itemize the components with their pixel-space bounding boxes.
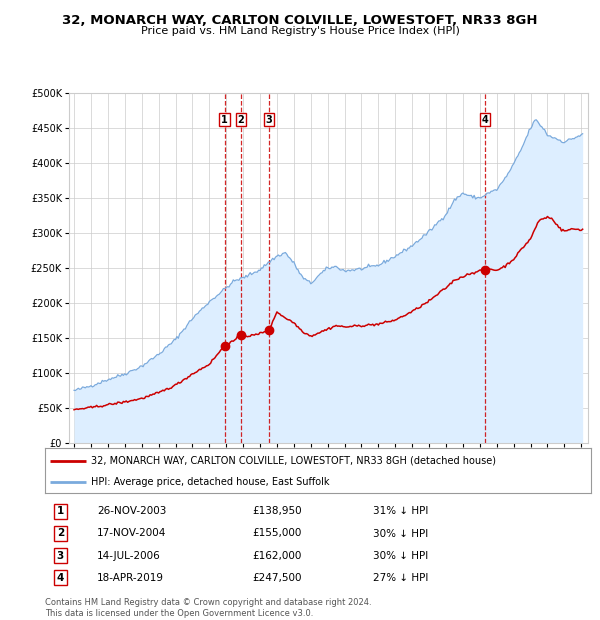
Text: £162,000: £162,000 xyxy=(253,551,302,560)
Text: 14-JUL-2006: 14-JUL-2006 xyxy=(97,551,161,560)
Text: 1: 1 xyxy=(221,115,228,125)
Text: 4: 4 xyxy=(482,115,488,125)
Text: 17-NOV-2004: 17-NOV-2004 xyxy=(97,528,166,539)
Text: 32, MONARCH WAY, CARLTON COLVILLE, LOWESTOFT, NR33 8GH: 32, MONARCH WAY, CARLTON COLVILLE, LOWES… xyxy=(62,14,538,27)
Text: £247,500: £247,500 xyxy=(253,573,302,583)
Text: 2: 2 xyxy=(238,115,244,125)
Text: Price paid vs. HM Land Registry's House Price Index (HPI): Price paid vs. HM Land Registry's House … xyxy=(140,26,460,36)
Text: 31% ↓ HPI: 31% ↓ HPI xyxy=(373,507,428,516)
Text: HPI: Average price, detached house, East Suffolk: HPI: Average price, detached house, East… xyxy=(91,477,330,487)
Text: £138,950: £138,950 xyxy=(253,507,302,516)
Text: 30% ↓ HPI: 30% ↓ HPI xyxy=(373,528,428,539)
Text: 3: 3 xyxy=(56,551,64,560)
Text: 2: 2 xyxy=(56,528,64,539)
Text: £155,000: £155,000 xyxy=(253,528,302,539)
Text: 4: 4 xyxy=(56,573,64,583)
Text: 1: 1 xyxy=(56,507,64,516)
Text: 3: 3 xyxy=(266,115,272,125)
Text: 18-APR-2019: 18-APR-2019 xyxy=(97,573,164,583)
Text: 30% ↓ HPI: 30% ↓ HPI xyxy=(373,551,428,560)
Text: This data is licensed under the Open Government Licence v3.0.: This data is licensed under the Open Gov… xyxy=(45,609,313,618)
Text: Contains HM Land Registry data © Crown copyright and database right 2024.: Contains HM Land Registry data © Crown c… xyxy=(45,598,371,607)
Text: 27% ↓ HPI: 27% ↓ HPI xyxy=(373,573,428,583)
Text: 26-NOV-2003: 26-NOV-2003 xyxy=(97,507,166,516)
Text: 32, MONARCH WAY, CARLTON COLVILLE, LOWESTOFT, NR33 8GH (detached house): 32, MONARCH WAY, CARLTON COLVILLE, LOWES… xyxy=(91,456,496,466)
